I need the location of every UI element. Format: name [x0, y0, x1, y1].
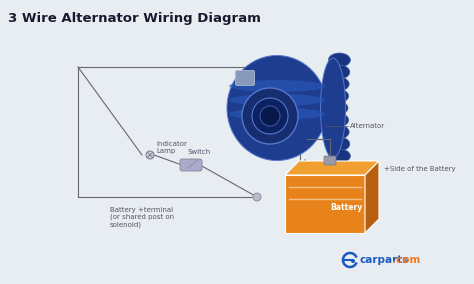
Text: Switch: Switch	[188, 149, 211, 155]
Text: Battery +terminal
(or shared post on
solenoid): Battery +terminal (or shared post on sol…	[110, 207, 174, 228]
Polygon shape	[365, 161, 379, 233]
Ellipse shape	[327, 77, 349, 91]
Ellipse shape	[320, 58, 346, 158]
FancyBboxPatch shape	[324, 156, 336, 165]
Ellipse shape	[326, 101, 348, 115]
Ellipse shape	[327, 113, 348, 127]
Circle shape	[252, 98, 288, 134]
Text: .com: .com	[392, 255, 420, 265]
FancyBboxPatch shape	[180, 159, 202, 171]
Ellipse shape	[229, 94, 325, 106]
Bar	[285, 175, 365, 233]
FancyBboxPatch shape	[236, 70, 255, 85]
Circle shape	[146, 151, 154, 159]
Text: 3 Wire Alternator Wiring Diagram: 3 Wire Alternator Wiring Diagram	[8, 12, 261, 25]
Ellipse shape	[327, 89, 348, 103]
Ellipse shape	[229, 80, 325, 92]
Ellipse shape	[227, 55, 327, 160]
Ellipse shape	[328, 53, 350, 67]
Text: +Side of the Battery: +Side of the Battery	[384, 166, 456, 172]
Ellipse shape	[328, 65, 350, 79]
Circle shape	[242, 88, 298, 144]
Text: Battery: Battery	[330, 202, 362, 212]
Ellipse shape	[327, 125, 349, 139]
Text: Alternator: Alternator	[350, 123, 385, 129]
Text: Indicator
Lamp: Indicator Lamp	[156, 141, 187, 154]
Circle shape	[253, 193, 261, 201]
Ellipse shape	[328, 137, 350, 151]
Text: carparts: carparts	[360, 255, 410, 265]
Polygon shape	[285, 161, 379, 175]
Circle shape	[260, 106, 280, 126]
Ellipse shape	[229, 108, 325, 120]
Ellipse shape	[328, 149, 350, 163]
Circle shape	[351, 259, 355, 263]
